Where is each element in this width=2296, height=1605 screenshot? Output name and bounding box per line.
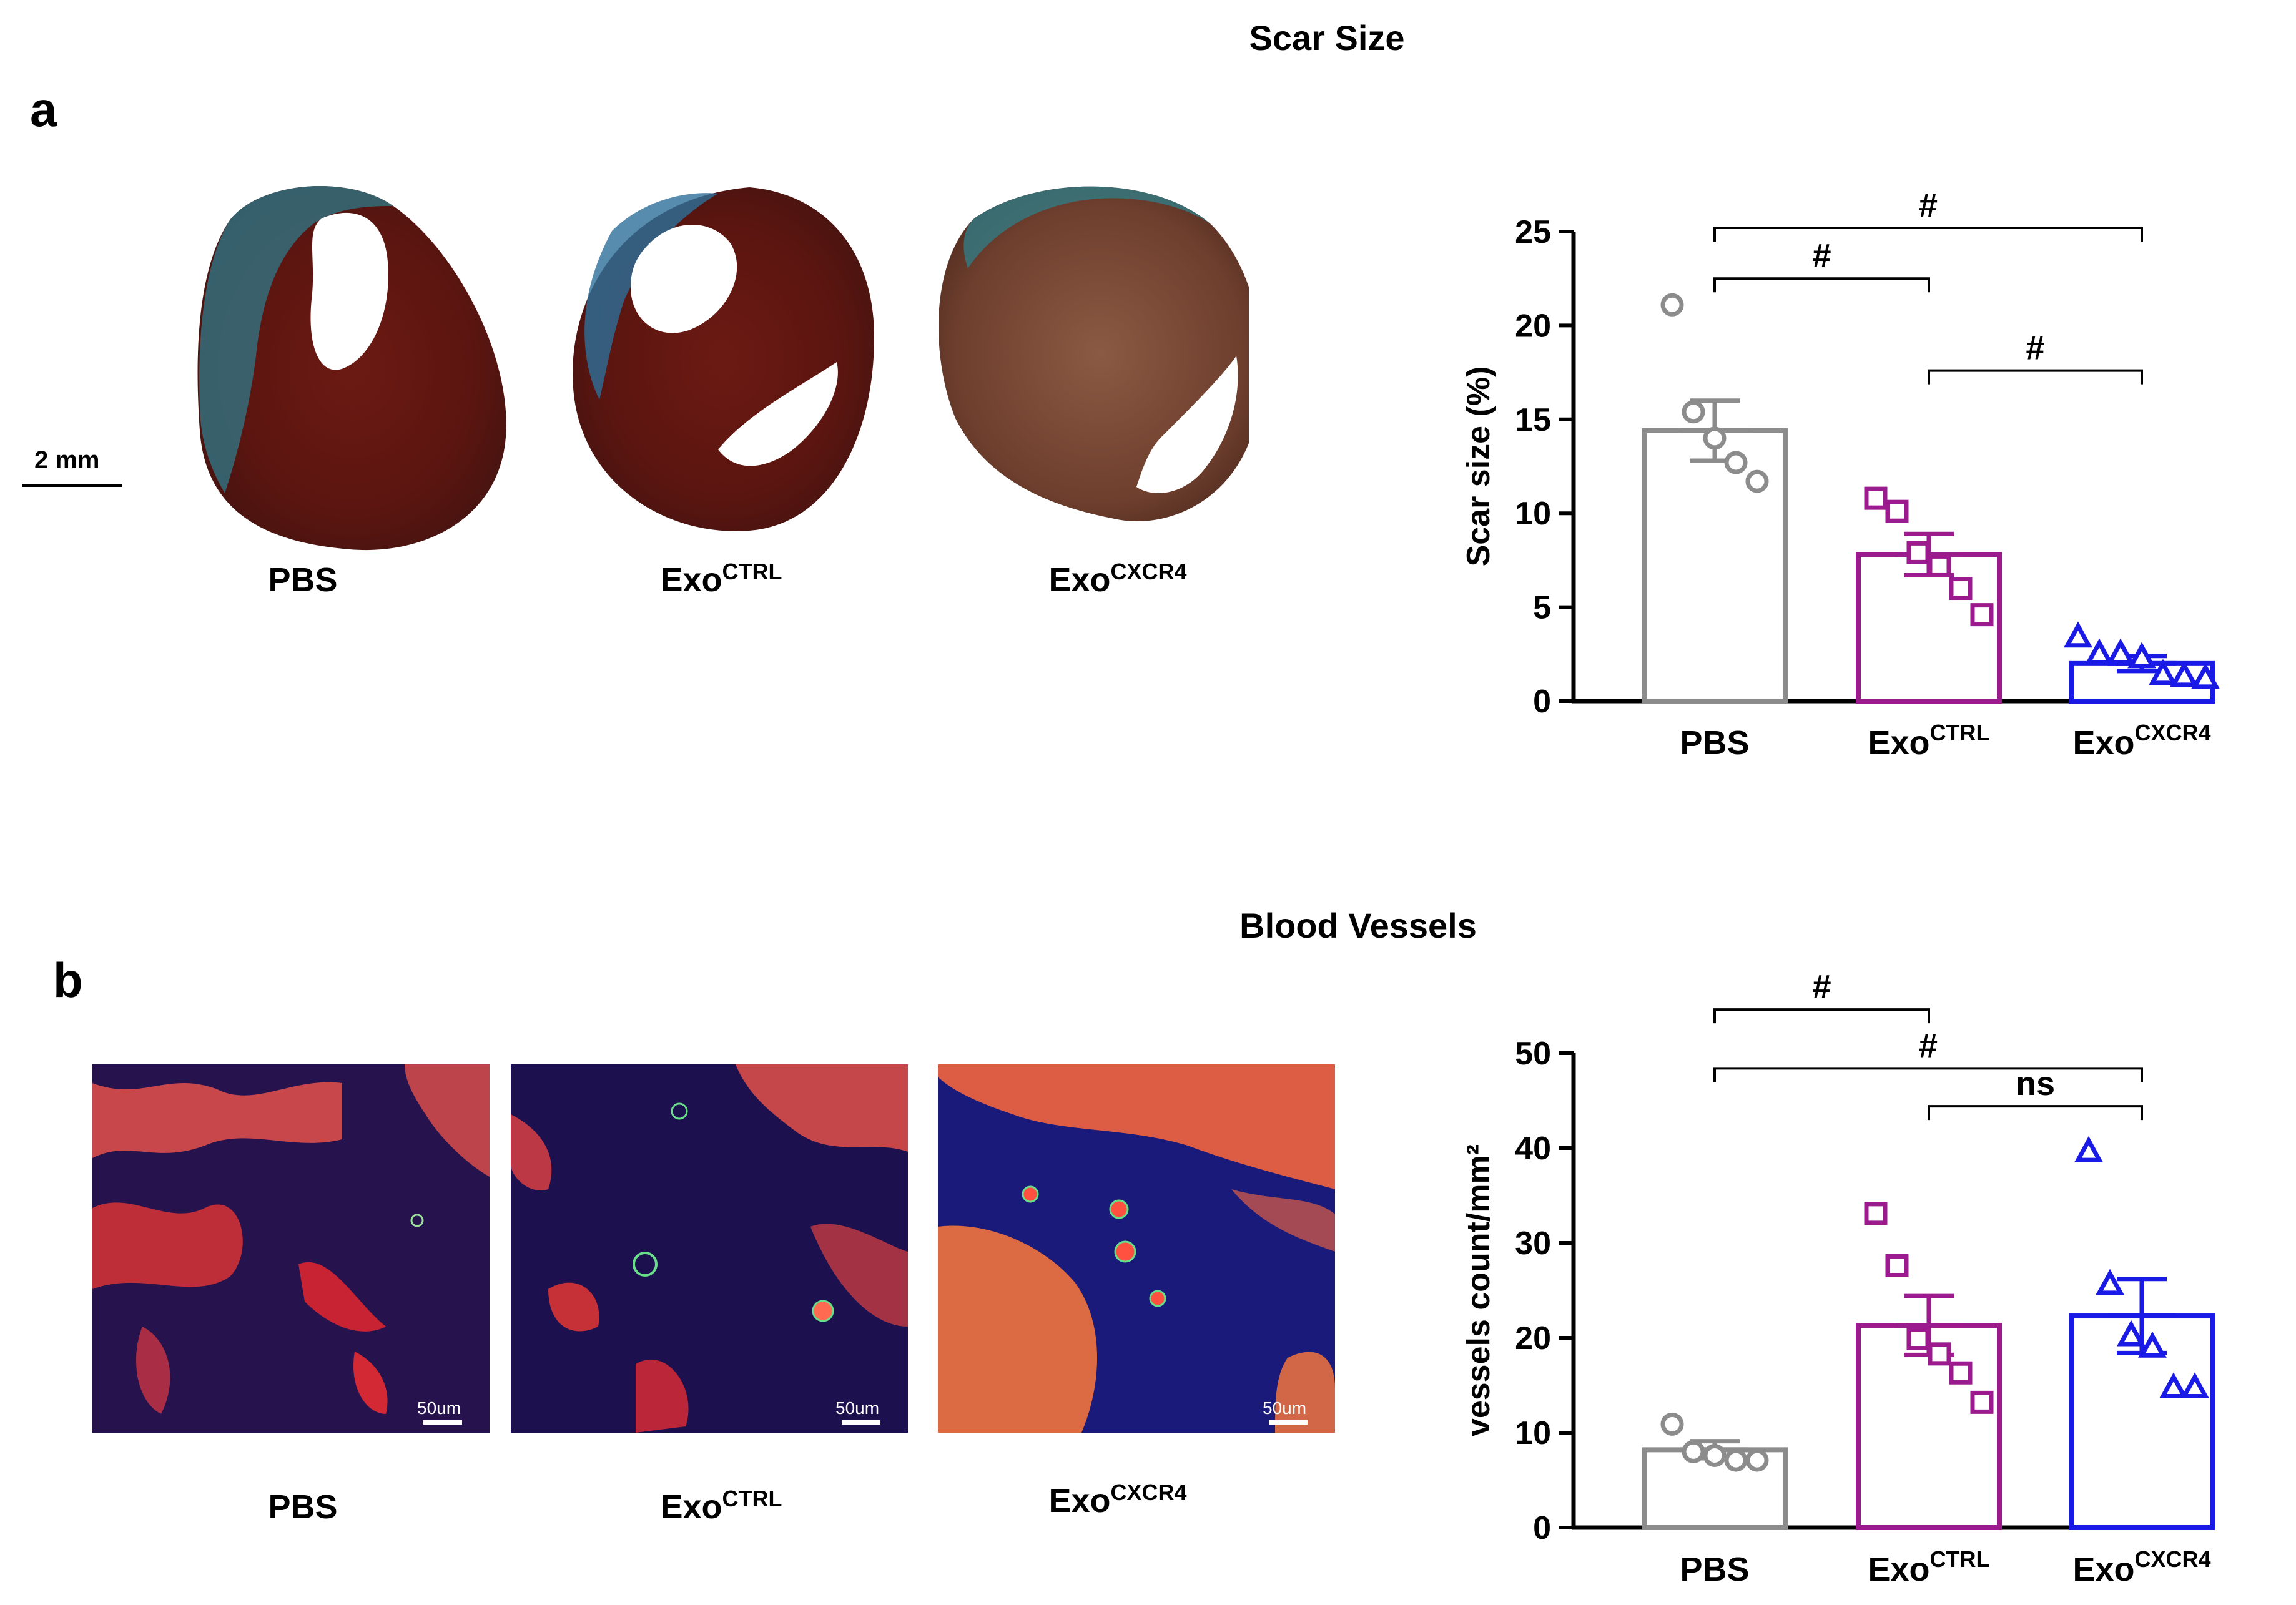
y-tick-label: 10 bbox=[1515, 496, 1551, 532]
heart-sections-image bbox=[197, 185, 1249, 551]
scale-bar bbox=[22, 484, 122, 487]
data-point bbox=[1724, 1448, 1748, 1472]
significance-label: # bbox=[1812, 237, 1831, 275]
scale-bar-label-exo-ctrl: 50um bbox=[835, 1398, 880, 1418]
data-point bbox=[1949, 1361, 1973, 1385]
data-point bbox=[2159, 1372, 2188, 1399]
scale-bar-label-exo-cxcr4: 50um bbox=[1263, 1398, 1307, 1418]
data-point bbox=[1906, 1327, 1930, 1351]
significance-bracket bbox=[1928, 1105, 2143, 1121]
heart-pbs bbox=[197, 185, 506, 551]
y-tick-label: 0 bbox=[1533, 1510, 1551, 1546]
significance-bracket bbox=[1713, 277, 1930, 293]
data-point bbox=[1970, 1390, 1994, 1414]
data-point bbox=[2138, 1331, 2167, 1358]
data-point bbox=[1703, 426, 1727, 450]
image-label-pbs: PBS bbox=[268, 561, 338, 599]
data-point bbox=[1745, 469, 1769, 493]
y-axis-label: vessels count/mm² bbox=[1461, 1144, 1497, 1436]
vessel-count-chart: 0 10 20 30 40 50 vessels count/mm² PBS ExoCTRL Ex… bbox=[1461, 968, 2215, 1588]
y-tick-label: 0 bbox=[1533, 684, 1551, 720]
y-tick-label: 40 bbox=[1515, 1131, 1551, 1167]
data-point bbox=[1660, 293, 1684, 317]
x-tick-label: PBS bbox=[1680, 724, 1749, 762]
data-point bbox=[1703, 1443, 1727, 1467]
image-label-exo-cxcr4: ExoCXCR4 bbox=[1048, 559, 1187, 599]
data-point bbox=[2096, 1269, 2124, 1295]
image-label-b-exo-ctrl: ExoCTRL bbox=[660, 1486, 782, 1526]
x-tick-label: ExoCXCR4 bbox=[2072, 1546, 2210, 1588]
y-tick-label: 20 bbox=[1515, 308, 1551, 344]
significance-bracket bbox=[1713, 1067, 2143, 1082]
data-point bbox=[2085, 638, 2114, 665]
data-point bbox=[1724, 451, 1748, 474]
data-point bbox=[2191, 662, 2220, 689]
y-tick-label: 15 bbox=[1515, 402, 1551, 438]
data-point bbox=[2117, 1320, 2146, 1347]
data-point bbox=[1970, 603, 1994, 627]
significance-label: ns bbox=[2016, 1065, 2055, 1102]
heart-exo-cxcr4 bbox=[938, 186, 1249, 521]
data-point bbox=[1928, 1342, 1951, 1366]
image-label-b-exo-cxcr4: ExoCXCR4 bbox=[1048, 1480, 1187, 1519]
scale-bar-pbs bbox=[423, 1420, 462, 1425]
scale-bar-label-pbs: 50um bbox=[417, 1398, 461, 1418]
data-point bbox=[2074, 1136, 2103, 1162]
bar bbox=[1642, 428, 1788, 704]
y-tick-label: 10 bbox=[1515, 1415, 1551, 1451]
image-label-exo-ctrl: ExoCTRL bbox=[660, 559, 782, 599]
data-point bbox=[2064, 621, 2092, 648]
scale-bar-label: 2 mm bbox=[34, 446, 100, 474]
panel-a-letter: a bbox=[30, 82, 57, 137]
data-point bbox=[1885, 1254, 1909, 1277]
data-point bbox=[2180, 1372, 2209, 1399]
panel-a-title: Scar Size bbox=[1249, 18, 1405, 57]
y-tick-label: 25 bbox=[1515, 214, 1551, 250]
panel-b-letter: b bbox=[53, 953, 83, 1008]
significance-bracket bbox=[1928, 369, 2143, 385]
data-point bbox=[1885, 499, 1909, 523]
micrograph-exo-cxcr4: 50um bbox=[938, 1064, 1335, 1433]
scar-size-chart: 0 5 10 15 20 25 Scar size (%) PBS ExoCTRL ExoCXCR… bbox=[1461, 187, 2220, 762]
y-tick-label: 50 bbox=[1515, 1036, 1551, 1072]
data-point bbox=[1906, 541, 1930, 564]
significance-label: # bbox=[1919, 1027, 1938, 1064]
data-point bbox=[1660, 1412, 1684, 1436]
micrograph-exo-ctrl: 50um bbox=[511, 1064, 908, 1433]
data-point bbox=[1864, 486, 1888, 510]
y-tick-label: 20 bbox=[1515, 1320, 1551, 1357]
data-point bbox=[1745, 1448, 1769, 1472]
y-tick-label: 5 bbox=[1533, 590, 1551, 626]
micrograph-pbs: 50um bbox=[92, 1064, 490, 1433]
x-tick-label: ExoCXCR4 bbox=[2072, 720, 2210, 762]
significance-bracket bbox=[1713, 226, 2143, 242]
significance-label: # bbox=[2026, 330, 2044, 367]
scale-bar-exo-ctrl bbox=[842, 1420, 880, 1425]
data-point bbox=[1682, 400, 1705, 424]
y-tick-label: 30 bbox=[1515, 1225, 1551, 1262]
data-point bbox=[2106, 638, 2135, 665]
data-point bbox=[2127, 642, 2156, 669]
significance-bracket bbox=[1713, 1008, 1930, 1024]
y-axis-label: Scar size (%) bbox=[1461, 366, 1497, 567]
data-point bbox=[2170, 660, 2199, 687]
scale-bar-exo-cxcr4 bbox=[1269, 1420, 1308, 1425]
data-point bbox=[1682, 1440, 1705, 1463]
x-tick-label: ExoCTRL bbox=[1868, 1546, 1989, 1588]
data-point bbox=[1928, 554, 1951, 577]
heart-exo-ctrl bbox=[573, 187, 874, 531]
data-point bbox=[2149, 659, 2177, 685]
x-tick-label: PBS bbox=[1680, 1551, 1749, 1588]
x-tick-label: ExoCTRL bbox=[1868, 720, 1989, 762]
data-point bbox=[1864, 1202, 1888, 1225]
significance-label: # bbox=[1812, 968, 1831, 1006]
panel-b-title: Blood Vessels bbox=[1239, 906, 1477, 945]
image-label-b-pbs: PBS bbox=[268, 1488, 338, 1526]
data-point bbox=[1949, 577, 1973, 601]
significance-label: # bbox=[1919, 187, 1938, 224]
